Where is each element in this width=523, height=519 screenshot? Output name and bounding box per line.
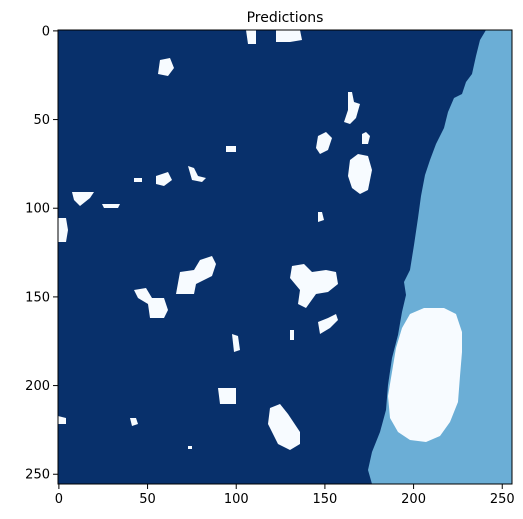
x-axis: 0 50 100 150 200 250 [55,484,515,507]
x-tick-label: 50 [139,492,156,507]
y-tick-label: 200 [25,379,50,394]
x-tick-label: 200 [401,492,426,507]
x-tick-label: 100 [224,492,249,507]
x-tick-label: 0 [55,492,63,507]
y-tick-label: 50 [33,113,50,128]
blob [102,204,120,208]
y-tick-label: 150 [25,290,50,305]
prediction-image [58,30,512,484]
y-tick-label: 250 [25,468,50,483]
y-tick-label: 100 [25,202,50,217]
blob [276,30,302,42]
blob [290,330,294,340]
figure-title: Predictions [247,10,324,26]
blob [218,388,236,404]
blob [226,146,236,152]
y-axis: 0 50 100 150 200 250 [25,24,58,482]
y-tick-label: 0 [42,24,50,39]
x-tick-label: 250 [490,492,515,507]
x-tick-label: 150 [312,492,337,507]
blob [134,178,142,182]
blob [188,446,192,449]
blob [58,218,68,242]
